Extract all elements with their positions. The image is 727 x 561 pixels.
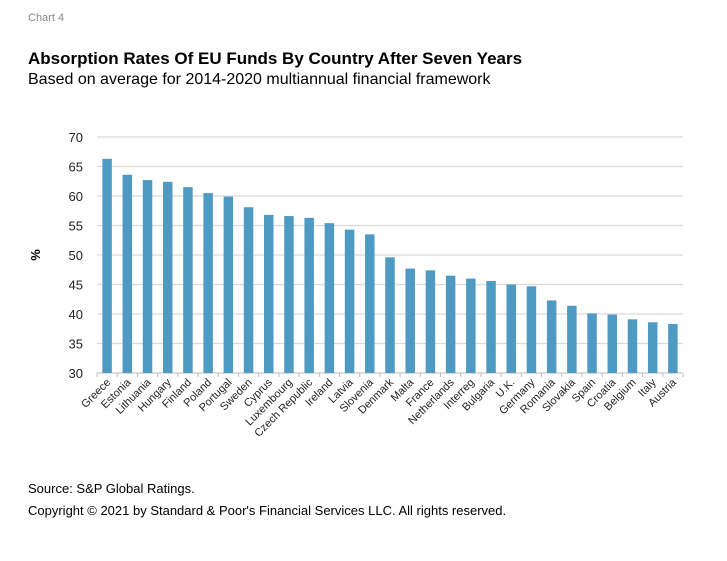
bar-latvia [344, 229, 355, 373]
bar-ireland [324, 223, 335, 373]
bar-france [425, 270, 436, 373]
bar-malta [405, 268, 415, 373]
chart-title: Absorption Rates Of EU Funds By Country … [28, 49, 523, 68]
bar-slovakia [567, 305, 577, 373]
copyright-note: Copyright © 2021 by Standard & Poor's Fi… [28, 503, 507, 518]
bar-sweden [243, 207, 254, 373]
bar-slovenia [365, 234, 375, 373]
bar-spain [587, 313, 597, 373]
bar-bulgaria [486, 280, 496, 373]
y-tick-label: 70 [69, 130, 83, 145]
bar-finland [183, 187, 193, 373]
y-tick-label: 65 [69, 160, 83, 175]
bar-austria [668, 324, 678, 373]
bar-romania [546, 300, 557, 373]
y-tick-label: 45 [69, 278, 83, 293]
chart-number: Chart 4 [28, 12, 65, 24]
bar-poland [203, 193, 213, 373]
bar-u-k- [506, 284, 516, 373]
bar-chart: 303540455055606570%GreeceEstoniaLithuani… [28, 130, 684, 440]
chart-subtitle: Based on average for 2014-2020 multiannu… [28, 71, 491, 88]
source-note: Source: S&P Global Ratings. [28, 481, 195, 496]
bar-lithuania [142, 180, 153, 373]
bar-luxembourg [284, 216, 294, 373]
bar-denmark [385, 257, 395, 373]
bar-belgium [627, 319, 638, 373]
y-tick-label: 55 [69, 219, 83, 234]
y-axis-label: % [28, 249, 43, 261]
bar-interreg [466, 278, 476, 373]
y-tick-label: 40 [69, 307, 83, 322]
bar-greece [102, 158, 112, 373]
bar-portugal [223, 196, 234, 373]
bar-germany [526, 286, 537, 373]
y-tick-label: 35 [69, 337, 83, 352]
bar-croatia [607, 314, 618, 373]
bar-cyprus [264, 214, 274, 373]
bar-czech-republic [304, 217, 314, 373]
bar-italy [647, 322, 658, 373]
y-tick-label: 50 [69, 248, 83, 263]
bar-hungary [162, 181, 173, 373]
y-tick-label: 60 [69, 189, 83, 204]
bar-estonia [122, 174, 133, 373]
bar-netherlands [445, 275, 456, 373]
y-tick-label: 30 [69, 366, 83, 381]
